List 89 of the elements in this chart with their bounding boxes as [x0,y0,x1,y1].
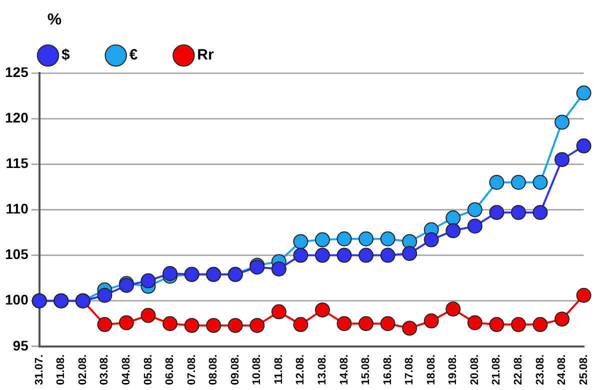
x-tick-label: 09.08. [229,354,242,386]
point [314,248,330,263]
point [293,234,308,250]
point [467,315,482,330]
point [358,316,374,332]
point [97,288,112,303]
point [576,138,592,154]
x-tick-label: 21.08. [490,354,503,386]
point [576,86,592,101]
legend-label: $ [62,46,70,64]
point [358,248,374,263]
x-tick-label: 25.08. [578,354,590,386]
point [554,152,570,168]
point [554,312,570,327]
x-tick-label: 19.08. [447,354,460,386]
y-tick-label: 120 [5,109,29,126]
y-axis-title: % [47,11,62,28]
x-tick-label: 31.07. [33,354,46,386]
point [446,302,461,317]
point [271,261,286,276]
x-tick-label: 13.08. [316,354,328,386]
point [336,231,352,246]
point [184,318,200,333]
point [532,174,548,190]
point [554,114,570,130]
point [467,202,482,218]
x-tick-label: 02.08. [76,354,89,386]
x-tick-label: 17.08. [404,354,416,386]
point [510,317,526,332]
point [271,304,286,320]
point [250,318,265,333]
x-tick-label: 08.08. [208,354,220,386]
point [358,231,374,246]
y-tick-label: 125 [5,64,29,80]
y-tick-label: 115 [6,155,29,171]
x-tick-label: 18.08. [425,354,438,386]
x-tick-label: 11.08. [272,354,285,384]
point [446,223,461,238]
point [162,316,178,332]
point [118,315,134,330]
point [576,288,592,303]
point [380,316,396,332]
y-tick-label: 100 [5,292,29,308]
x-tick-label: 20.08. [468,354,481,386]
x-tick-label: 22.08. [512,354,524,386]
x-tick-label: 06.08. [164,354,176,386]
point [532,204,548,220]
x-tick-label: 12.08. [294,354,307,386]
point [510,204,526,220]
point [336,316,352,332]
point [228,318,243,333]
point [402,246,418,261]
point [446,210,461,226]
x-tick-label: 24.08. [556,354,568,386]
x-tick-label: 05.08. [142,354,154,386]
x-tick-label: 14.08. [338,354,350,386]
point [206,318,222,333]
x-tick-label: 01.08. [55,354,68,386]
legend-label: Rr [197,46,214,64]
point [402,320,418,336]
point [424,232,439,248]
point [314,302,330,318]
point [489,317,504,332]
point [97,317,112,332]
x-tick-label: 10.08. [251,354,264,386]
point [489,204,504,220]
point [140,308,156,323]
point [380,231,396,246]
x-tick-label: 23.08. [534,354,546,386]
y-tick-label: 95 [12,337,29,354]
point [424,313,439,328]
point [510,174,526,190]
x-tick-label: 04.08. [120,354,132,386]
point [140,273,156,288]
point [336,248,352,263]
point [314,232,330,248]
x-tick-label: 16.08. [382,354,394,386]
x-tick-label: 15.08. [360,354,372,386]
y-tick-label: 105 [5,246,29,262]
point [489,174,504,190]
point [293,248,308,263]
x-tick-label: 03.08. [98,354,111,386]
point [467,218,482,234]
point [380,248,396,263]
y-tick-label: 110 [6,200,29,217]
point [532,317,548,332]
point [293,317,308,332]
x-tick-label: 07.08. [186,354,198,386]
legend-label: € [129,46,138,64]
